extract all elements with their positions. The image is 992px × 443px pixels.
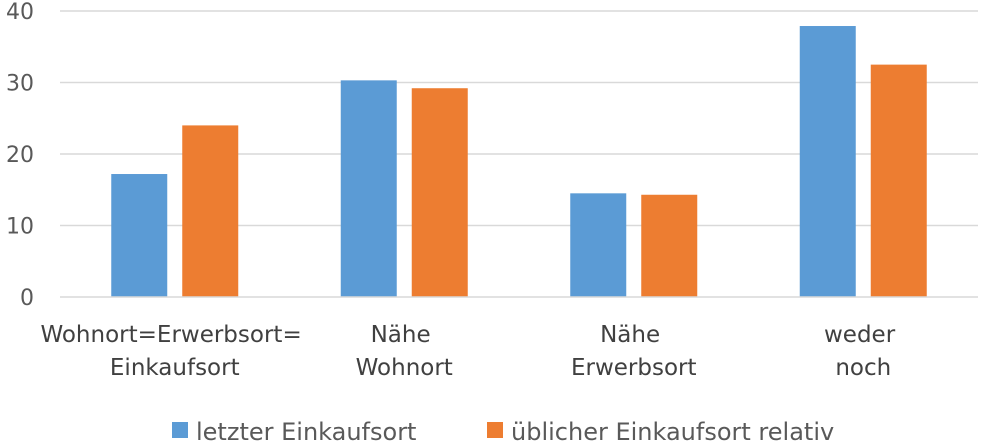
legend-label: letzter Einkaufsort bbox=[196, 418, 416, 443]
bars bbox=[111, 26, 927, 298]
y-tick-label-10: 10 bbox=[6, 215, 34, 240]
category-label-line: Erwerbsort bbox=[571, 355, 697, 381]
y-tick-label-40: 40 bbox=[6, 0, 34, 25]
category-label-wohnort-erwerbsort-einkaufsort: Wohnort=Erwerbsort= Einkaufsort bbox=[40, 322, 309, 381]
category-label-naehe-wohnort: Nähe Wohnort bbox=[356, 322, 453, 381]
y-tick-label-30: 30 bbox=[6, 72, 34, 97]
x-axis-category-labels: Wohnort=Erwerbsort= Einkaufsort Nähe Woh… bbox=[40, 322, 902, 381]
bar-ueblicher-2 bbox=[641, 194, 698, 297]
bar-letzter-1 bbox=[340, 80, 397, 297]
legend-item-letzter-einkaufsort: letzter Einkaufsort bbox=[172, 418, 416, 443]
category-label-weder-noch: weder noch bbox=[824, 322, 902, 381]
category-label-line: Einkaufsort bbox=[110, 355, 240, 381]
y-tick-label-20: 20 bbox=[6, 143, 34, 168]
category-label-line: Nähe bbox=[600, 322, 660, 348]
legend-swatch-blue bbox=[172, 422, 188, 438]
legend: letzter Einkaufsort üblicher Einkaufsort… bbox=[172, 418, 834, 443]
category-label-line: noch bbox=[835, 355, 891, 381]
category-label-line: Wohnort=Erwerbsort= bbox=[40, 322, 301, 348]
bar-ueblicher-3 bbox=[870, 64, 927, 297]
category-label-line: Wohnort bbox=[356, 355, 453, 381]
y-tick-label-0: 0 bbox=[20, 286, 34, 311]
legend-item-ueblicher-einkaufsort-relativ: üblicher Einkaufsort relativ bbox=[487, 418, 834, 443]
y-axis-tick-labels: 0 10 20 30 40 bbox=[6, 0, 34, 311]
category-label-line: weder bbox=[824, 322, 896, 348]
legend-label: üblicher Einkaufsort relativ bbox=[511, 418, 834, 443]
category-label-line: Nähe bbox=[371, 322, 431, 348]
bar-letzter-2 bbox=[570, 193, 627, 297]
category-label-naehe-erwerbsort: Nähe Erwerbsort bbox=[571, 322, 697, 381]
bar-letzter-3 bbox=[799, 26, 856, 297]
legend-swatch-orange bbox=[487, 422, 503, 438]
bar-letzter-0 bbox=[111, 174, 168, 297]
bar-ueblicher-0 bbox=[182, 125, 239, 298]
bar-ueblicher-1 bbox=[411, 88, 468, 297]
